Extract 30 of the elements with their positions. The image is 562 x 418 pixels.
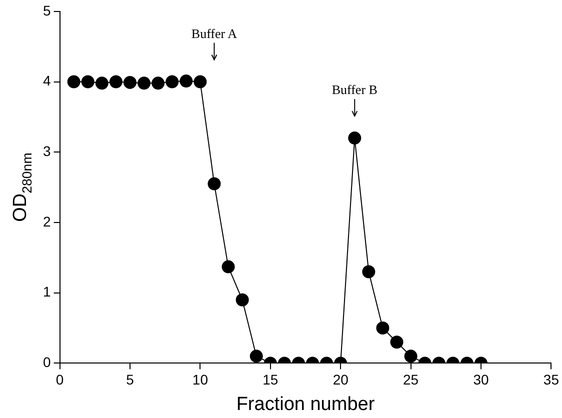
point — [166, 75, 179, 88]
x-tick-label: 20 — [332, 371, 349, 388]
x-tick-label: 15 — [262, 371, 278, 388]
annotation: Buffer A — [191, 26, 238, 41]
point — [194, 75, 207, 88]
y-tick-label: 2 — [42, 213, 51, 230]
x-tick-label: 5 — [126, 371, 134, 388]
y-tick-label: 3 — [42, 142, 51, 159]
x-axis-title: Fraction number — [236, 394, 376, 415]
x-tick-label: 35 — [543, 371, 560, 388]
y-tick-label: 0 — [42, 354, 51, 370]
point — [180, 74, 193, 88]
point — [123, 76, 136, 89]
point — [348, 132, 362, 145]
x-tick-label: 0 — [56, 371, 64, 388]
y-tick-label: 4 — [42, 72, 51, 89]
y-tick-label: 5 — [42, 2, 51, 18]
point — [109, 75, 122, 88]
y-axis-title: OD280nm — [10, 152, 35, 222]
x-tick-label: 30 — [473, 371, 490, 388]
point — [67, 75, 80, 88]
point — [138, 76, 151, 90]
point — [81, 75, 94, 88]
x-tick-label: 10 — [192, 371, 208, 388]
y-tick-label: 1 — [42, 284, 51, 300]
point — [208, 177, 221, 190]
point — [95, 76, 108, 90]
x-tick-label: 25 — [403, 371, 419, 388]
annotation: Buffer B — [332, 82, 378, 98]
point — [152, 76, 165, 90]
